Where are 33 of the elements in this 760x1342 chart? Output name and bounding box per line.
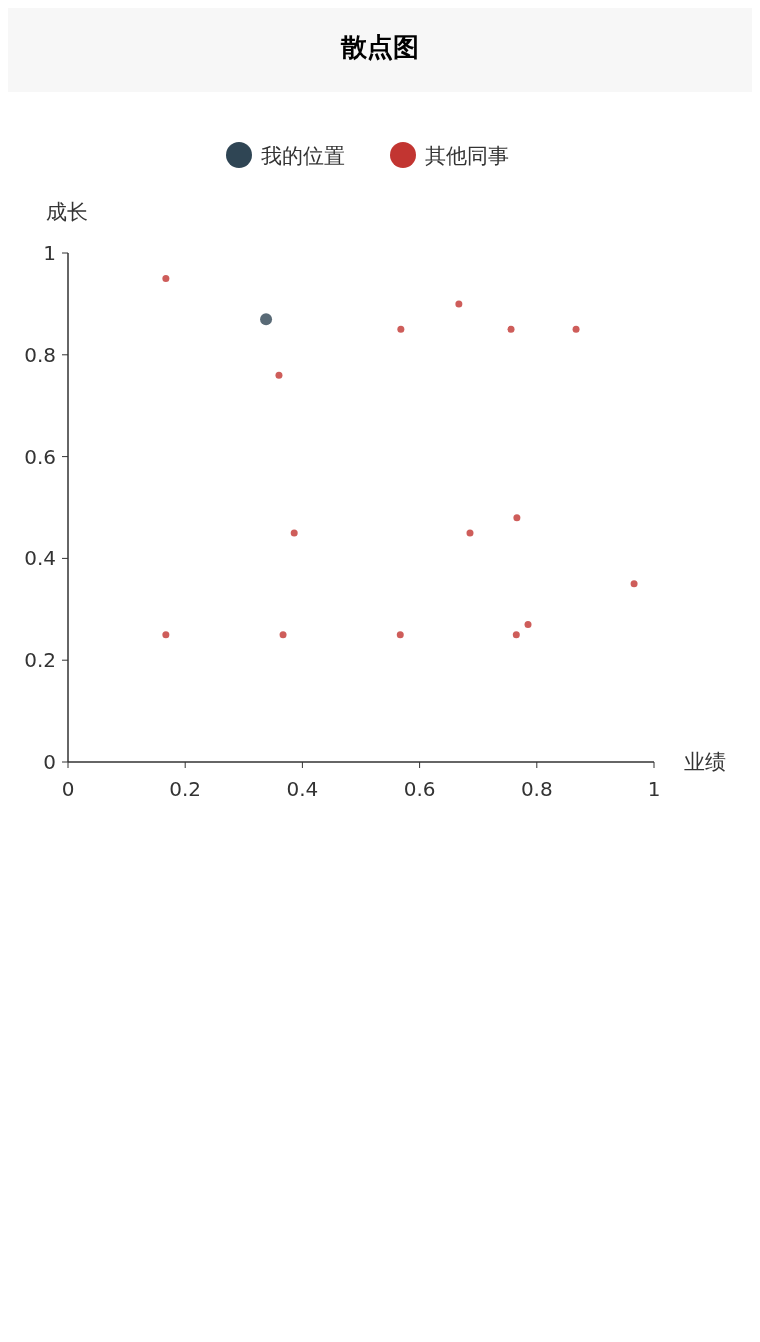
point <box>630 580 638 588</box>
point <box>396 631 404 639</box>
y-tick-label: 0.2 <box>24 648 56 673</box>
x-tick-label: 0.8 <box>520 777 553 801</box>
y-tick-label: 1 <box>43 241 56 265</box>
point <box>466 529 474 537</box>
point <box>512 631 520 639</box>
y-tick-label: 0 <box>43 750 56 774</box>
x-axis-title: 业绩 <box>684 750 726 774</box>
point <box>162 631 170 639</box>
point <box>162 274 170 282</box>
x-tick-label: 0 <box>61 777 75 801</box>
y-tick-label: 0.8 <box>24 342 56 367</box>
point <box>290 529 298 537</box>
x-tick-label: 0.4 <box>286 777 319 801</box>
y-axis-title: 成长 <box>46 200 88 224</box>
point <box>572 325 580 333</box>
x-tick-label: 0.6 <box>403 777 436 801</box>
point <box>275 371 283 379</box>
x-tick-label: 0.2 <box>169 777 202 801</box>
chart-title: 散点图 <box>340 32 419 62</box>
point <box>279 631 287 639</box>
legend-label: 其他同事 <box>425 144 509 168</box>
point <box>260 313 273 326</box>
point <box>455 300 463 308</box>
x-tick-label: 1 <box>647 777 661 801</box>
point <box>507 325 515 333</box>
point <box>397 325 405 333</box>
legend-label: 我的位置 <box>261 144 345 168</box>
point <box>524 621 532 629</box>
y-tick-label: 0.6 <box>24 444 56 469</box>
y-tick-label: 0.4 <box>24 546 56 571</box>
point <box>513 514 521 522</box>
